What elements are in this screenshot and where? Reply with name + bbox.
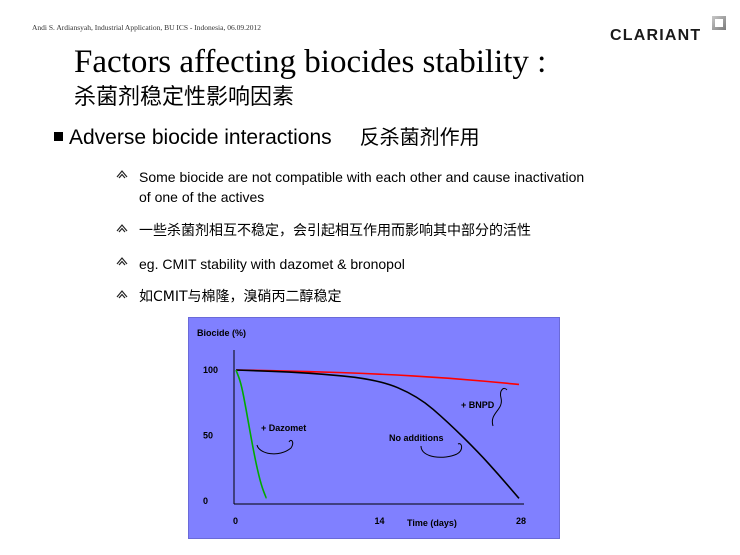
main-bullet-cn: 反杀菌剂作用 (359, 125, 480, 149)
stability-chart: Biocide (%) Time (days) 100 50 0 0 14 28 + B… (188, 317, 560, 539)
series-line (235, 369, 268, 499)
dazomet-arrow-icon (256, 439, 294, 455)
series-label: + Dazomet (261, 423, 306, 433)
clariant-logo: CLARIANT (610, 16, 726, 44)
arrow-bullet-icon (116, 287, 128, 307)
x-axis-label: Time (days) (407, 518, 457, 528)
arrow-bullet-icon (116, 221, 128, 241)
no-additions-arrow-icon (420, 443, 463, 458)
slide-title: Factors affecting biocides stability : (74, 44, 547, 80)
arrow-bullet-icon (116, 254, 128, 274)
slide-subtitle: 杀菌剂稳定性影响因素 (74, 85, 295, 110)
x-tick-label: 0 (233, 516, 238, 526)
y-tick-label: 50 (203, 431, 213, 441)
list-item: 一些杀菌剂相互不稳定，会引起相互作用而影响其中部分的活性 (116, 221, 596, 241)
header-note: Andi S. Ardiansyah, Industrial Applicati… (32, 23, 261, 32)
list-item: Some biocide are not compatible with eac… (116, 167, 596, 207)
list-item-text: 一些杀菌剂相互不稳定，会引起相互作用而影响其中部分的活性 (139, 223, 531, 239)
logo-text: CLARIANT (610, 27, 702, 44)
chart-svg: Biocide (%) Time (days) 100 50 0 0 14 28 + B… (197, 328, 526, 528)
list-item-text: 如CMIT与棉隆，溴硝丙二醇稳定 (139, 289, 342, 305)
main-bullet: Adverse biocide interactions 反杀菌剂作用 (54, 123, 480, 152)
x-tick-label: 14 (375, 516, 385, 526)
series-label: + BNPD (461, 400, 495, 410)
series-label: No additions (389, 433, 444, 443)
list-item: 如CMIT与棉隆，溴硝丙二醇稳定 (116, 287, 596, 307)
main-bullet-en: Adverse biocide interactions (69, 126, 332, 149)
y-tick-label: 0 (203, 496, 208, 506)
y-axis-label: Biocide (%) (197, 328, 246, 338)
list-item-text: Some biocide are not compatible with eac… (139, 169, 585, 205)
x-tick-label: 28 (516, 516, 526, 526)
square-bullet-icon (54, 132, 63, 141)
list-item-text: eg. CMIT stability with dazomet & bronop… (139, 256, 405, 272)
y-tick-label: 100 (203, 365, 218, 375)
arrow-bullet-icon (116, 167, 128, 187)
list-item: eg. CMIT stability with dazomet & bronop… (116, 254, 596, 274)
series-line (235, 369, 520, 499)
logo-mark-icon (712, 16, 726, 30)
bnpd-arrow-icon (491, 387, 508, 427)
